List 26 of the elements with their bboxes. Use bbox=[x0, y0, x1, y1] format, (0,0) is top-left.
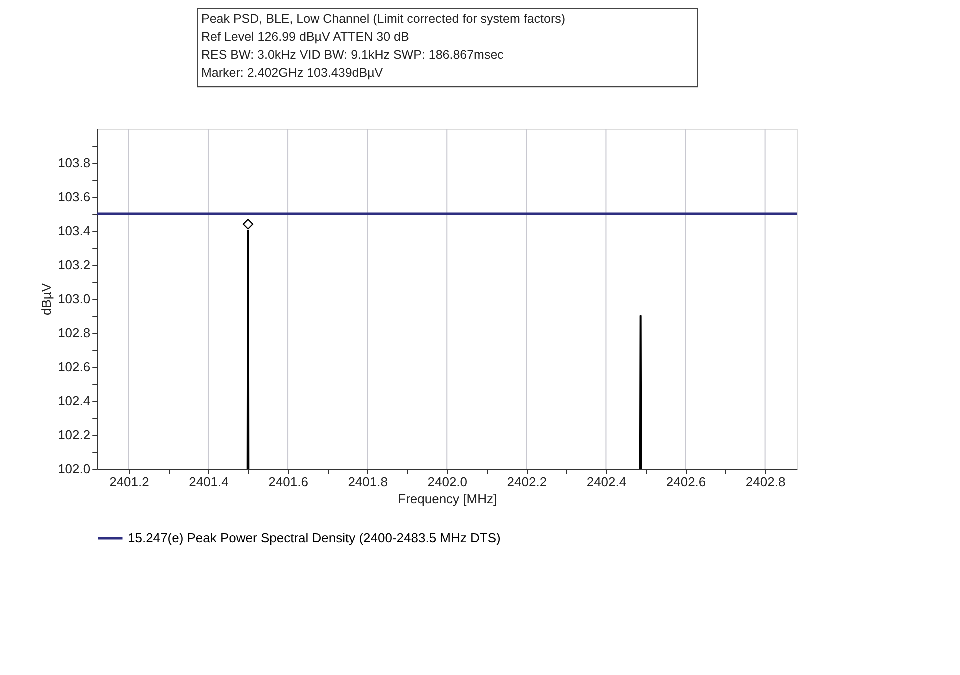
y-tick-label: 103.6 bbox=[58, 190, 91, 204]
y-tick-label: 103.8 bbox=[58, 156, 91, 170]
x-tick-label: 2401.2 bbox=[110, 474, 150, 490]
x-axis-title: Frequency [MHz] bbox=[398, 492, 498, 506]
legend-label: 15.247(e) Peak Power Spectral Density (2400-2483.5 MHz DTS) bbox=[128, 530, 501, 546]
x-tick-label: 2401.8 bbox=[348, 474, 388, 490]
y-tick-label: 102.0 bbox=[58, 462, 91, 476]
x-tick-label: 2402.2 bbox=[507, 474, 548, 490]
x-tick-label: 2401.6 bbox=[268, 474, 308, 490]
x-tick-label: 2402.8 bbox=[746, 474, 786, 490]
text: Marker: 2.402GHz 103.439dBµV bbox=[202, 66, 384, 80]
y-tick-label: 103.0 bbox=[58, 292, 91, 306]
y-tick-label: 102.2 bbox=[58, 428, 91, 442]
y-tick-label: 102.4 bbox=[58, 394, 91, 408]
text: RES BW: 3.0kHz VID BW: 9.1kHz SWP: 186.867msec bbox=[202, 48, 504, 62]
y-tick-label: 102.6 bbox=[58, 360, 91, 374]
x-tick-label: 2402.0 bbox=[428, 474, 468, 490]
chart-title: Peak PSD, BLE, Low Channel (Limit corrected for system factors) bbox=[202, 12, 566, 26]
x-tick-label: 2401.4 bbox=[189, 474, 229, 490]
y-axis-title: dBµV bbox=[39, 283, 54, 316]
x-tick-label: 2402.4 bbox=[586, 474, 627, 490]
x-tick-label: 2402.6 bbox=[666, 474, 706, 490]
y-tick-label: 102.8 bbox=[58, 326, 91, 340]
y-tick-label: 103.4 bbox=[58, 224, 91, 238]
text: Ref Level 126.99 dBµV ATTEN 30 dB bbox=[202, 30, 410, 44]
y-tick-label: 103.2 bbox=[58, 258, 91, 272]
